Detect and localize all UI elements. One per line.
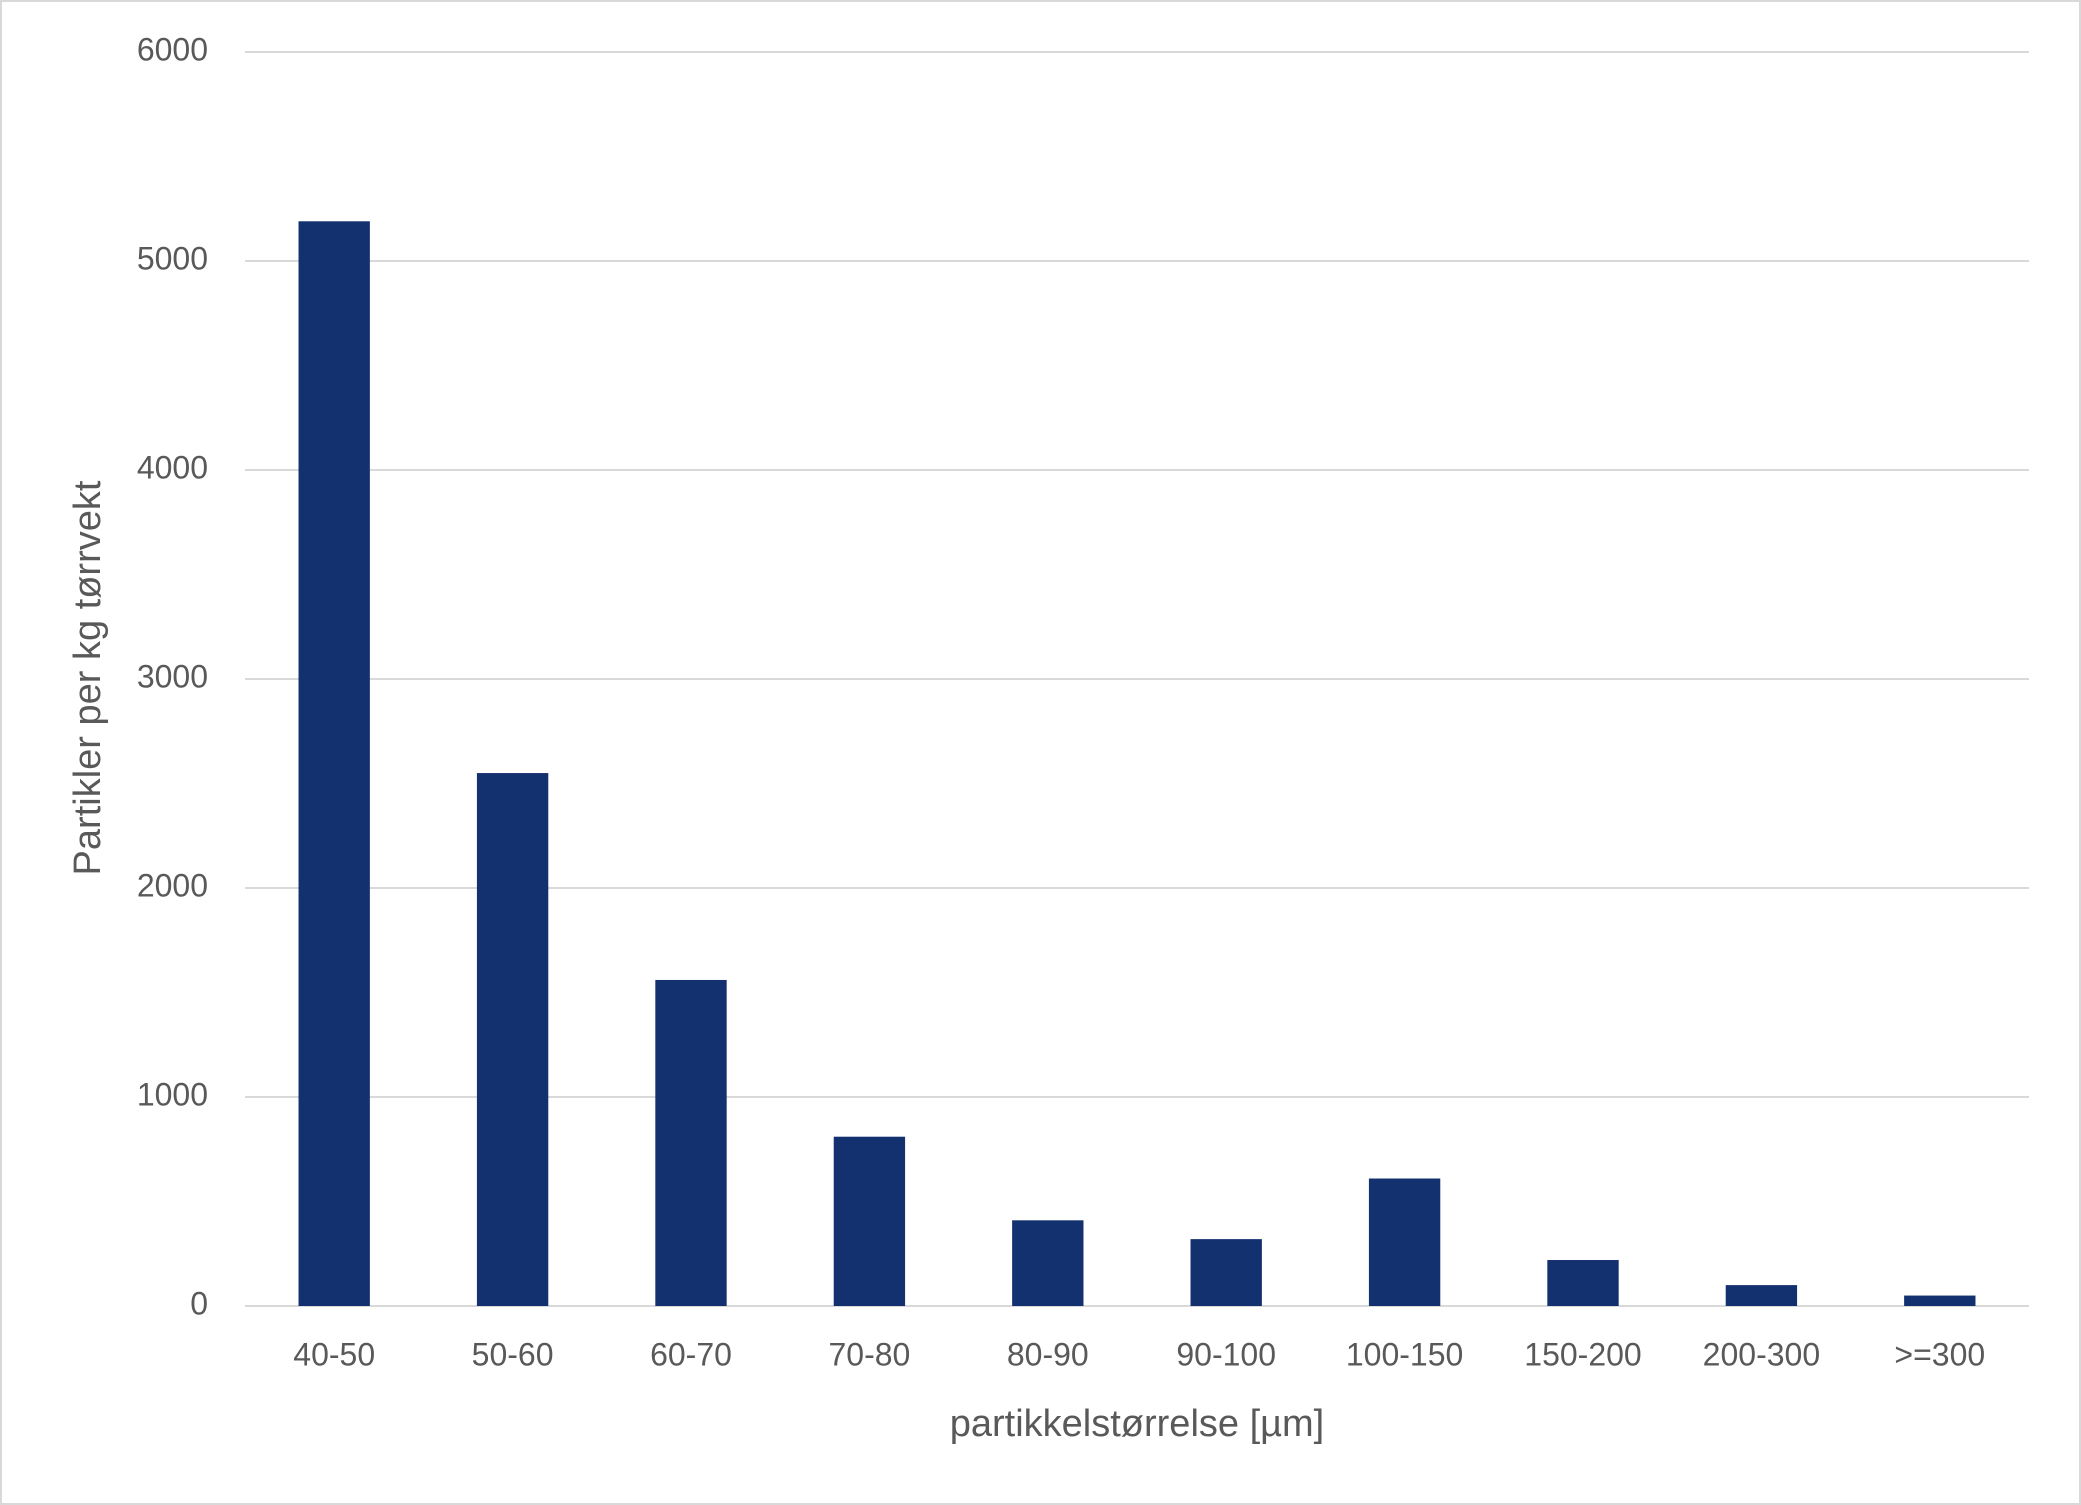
x-tick-label: 90-100 <box>1176 1336 1276 1372</box>
y-tick-label: 4000 <box>137 449 208 485</box>
bar <box>476 773 549 1306</box>
bar <box>1547 1260 1619 1306</box>
x-tick-label: 60-70 <box>650 1336 732 1372</box>
x-tick-label: 70-80 <box>828 1336 910 1372</box>
x-tick-label: 80-90 <box>1007 1336 1089 1372</box>
bar <box>833 1136 906 1306</box>
bar <box>1012 1220 1084 1306</box>
x-tick-label: 200-300 <box>1703 1336 1820 1372</box>
y-tick-label: 0 <box>190 1285 208 1321</box>
bar <box>1725 1285 1798 1306</box>
y-tick-label: 5000 <box>137 240 208 276</box>
y-tick-label: 3000 <box>137 658 208 694</box>
x-tick-label: 100-150 <box>1346 1336 1463 1372</box>
bar <box>298 221 370 1306</box>
y-tick-label: 6000 <box>137 31 208 67</box>
y-tick-label: 2000 <box>137 867 208 903</box>
bar <box>655 979 727 1306</box>
bar <box>1190 1239 1262 1306</box>
bar <box>1368 1178 1441 1306</box>
y-axis-title: Partikler per kg tørrvekt <box>67 480 109 875</box>
x-tick-label: 40-50 <box>293 1336 375 1372</box>
bar <box>1904 1295 1976 1306</box>
x-axis-title: partikkelstørrelse [µm] <box>950 1403 1325 1445</box>
x-tick-label: >=300 <box>1894 1336 1985 1372</box>
x-tick-label: 50-60 <box>472 1336 554 1372</box>
y-tick-label: 1000 <box>137 1076 208 1112</box>
x-tick-label: 150-200 <box>1524 1336 1641 1372</box>
